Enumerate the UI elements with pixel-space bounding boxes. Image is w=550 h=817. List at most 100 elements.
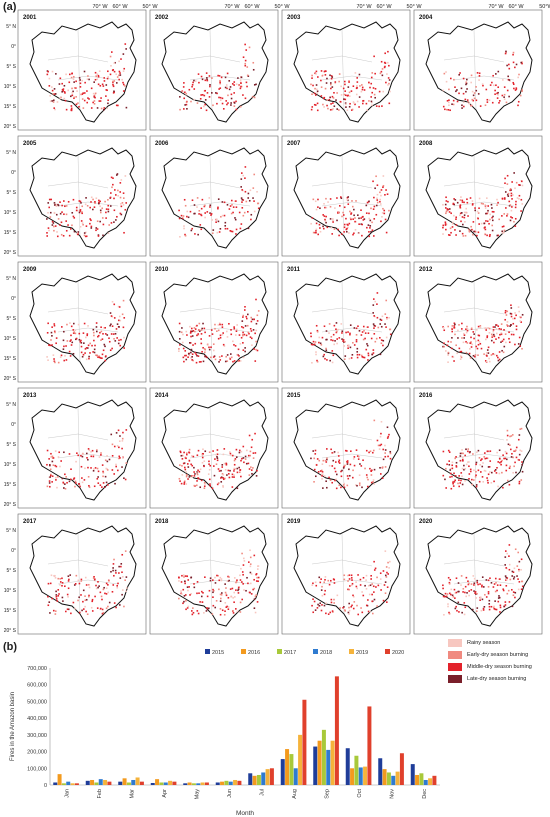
year-label: 2004 — [419, 15, 433, 21]
bar-2015-Dec — [410, 764, 415, 785]
latitude-label: 10° S — [4, 336, 17, 342]
longitude-label: 60° W — [376, 4, 392, 10]
legend-label: Late-dry season burning — [467, 676, 527, 682]
bar-2017-Jan — [61, 783, 66, 785]
latitude-label: 15° S — [4, 356, 17, 362]
bar-2015-Feb — [85, 780, 90, 785]
bar-2015-Jun — [215, 782, 220, 785]
latitude-label: 0° — [11, 296, 16, 302]
latitude-label: 5° N — [6, 402, 16, 408]
y-tick-label: 500,000 — [27, 699, 47, 705]
bar-2018-Jan — [66, 781, 71, 785]
legend-label: Rainy season — [467, 640, 501, 646]
fire-map-2019: 2019 — [281, 513, 411, 635]
legend-label: 2019 — [356, 650, 368, 656]
longitude-label: 60° W — [112, 4, 128, 10]
bar-2016-Jul — [252, 775, 257, 785]
fire-map-2006: 2006 — [149, 135, 279, 257]
bar-2015-Nov — [378, 758, 383, 785]
y-tick-label: 400,000 — [27, 716, 47, 722]
year-label: 2011 — [287, 267, 301, 273]
bar-2019-Jan — [70, 783, 75, 785]
latitude-label: 0° — [11, 548, 16, 554]
bar-2016-Aug — [285, 749, 290, 785]
legend-swatch — [241, 649, 246, 654]
x-tick-label: Aug — [292, 789, 298, 799]
bar-2016-Feb — [90, 779, 95, 785]
latitude-label: 10° S — [4, 462, 17, 468]
bar-chart: 0 100,000 200,000 300,000 400,000 500,000 600,… — [10, 649, 440, 817]
bar-2017-Jul — [256, 774, 261, 785]
bar-2015-Aug — [280, 759, 285, 785]
bar-2020-Mar — [139, 781, 144, 785]
latitude-label: 15° S — [4, 104, 17, 110]
fire-map-2009: 2009 5° N 0° 5° S 10° S 15° S 20° S — [4, 261, 147, 383]
year-label: 2016 — [419, 393, 433, 399]
fire-map-2010: 2010 — [149, 261, 279, 383]
latitude-label: 15° S — [4, 482, 17, 488]
legend-swatch — [448, 663, 462, 671]
year-label: 2014 — [155, 393, 169, 399]
x-tick-label: Mar — [129, 789, 135, 799]
y-tick-label: 100,000 — [27, 766, 47, 772]
fire-map-2018: 2018 — [149, 513, 279, 635]
legend-swatch — [448, 675, 462, 683]
latitude-label: 20° S — [4, 376, 17, 382]
bar-2017-Jun — [224, 780, 229, 785]
bar-2020-Feb — [107, 781, 112, 785]
latitude-label: 20° S — [4, 628, 17, 634]
year-label: 2017 — [23, 519, 37, 525]
longitude-label: 50° W — [406, 4, 422, 10]
bar-2018-Sep — [326, 749, 331, 785]
bar-2017-May — [191, 783, 196, 785]
bar-2016-Apr — [155, 779, 160, 785]
latitude-label: 5° N — [6, 150, 16, 156]
legend-label: 2016 — [248, 650, 260, 656]
y-tick-label: 0 — [44, 783, 47, 789]
bar-2015-Apr — [150, 782, 155, 785]
bar-2018-Oct — [358, 767, 363, 785]
legend-row-early: Early-dry season burning — [448, 650, 548, 660]
x-tick-label: Nov — [389, 789, 395, 799]
year-label: 2008 — [419, 141, 433, 147]
legend-label: Early-dry season burning — [467, 652, 529, 658]
bar-2018-Nov — [391, 775, 396, 785]
map-grid: 70° W 60° W 50° W 70° W 60° W 50° W 70° W 60° W… — [4, 4, 550, 635]
fire-map-2005: 2005 5° N 0° 5° S 10° S 15° S 20° S — [4, 135, 147, 257]
latitude-label: 5° S — [6, 316, 16, 322]
bar-2015-Mar — [118, 781, 123, 785]
fire-map-2014: 2014 — [149, 387, 279, 509]
year-label: 2009 — [23, 267, 37, 273]
bar-2017-Apr — [159, 782, 164, 785]
bar-2019-Nov — [395, 771, 400, 785]
longitude-label: 70° W — [224, 4, 240, 10]
longitude-label: 70° W — [92, 4, 108, 10]
x-tick-label: Jan — [64, 789, 70, 798]
bar-2018-Mar — [131, 779, 136, 785]
year-label: 2015 — [287, 393, 301, 399]
year-label: 2003 — [287, 15, 301, 21]
latitude-label: 15° S — [4, 230, 17, 236]
fire-map-2011: 2011 — [281, 261, 411, 383]
latitude-label: 10° S — [4, 210, 17, 216]
year-label: 2001 — [23, 15, 37, 21]
fire-map-2008: 2008 — [413, 135, 543, 257]
bar-2017-Aug — [289, 754, 294, 785]
bar-2020-Nov — [399, 753, 404, 785]
bar-2019-Dec — [428, 778, 433, 785]
legend-label: 2018 — [320, 650, 332, 656]
x-tick-label: Sep — [324, 789, 330, 799]
fire-map-2013: 2013 5° N 0° 5° S 10° S 15° S 20° S — [4, 387, 147, 509]
legend-row-middle: Middle-dry season burning — [448, 662, 548, 672]
bar-2015-Jul — [248, 773, 253, 785]
legend-label: 2020 — [392, 650, 404, 656]
y-tick-label: 600,000 — [27, 683, 47, 689]
bar-2018-Feb — [98, 779, 103, 785]
longitude-label: 70° W — [488, 4, 504, 10]
bar-2019-Oct — [363, 766, 368, 785]
latitude-label: 20° S — [4, 502, 17, 508]
bar-2016-Mar — [122, 778, 127, 785]
fire-map-2001: 2001 5° N 0° 5° S 10° S 15° S 20° S — [4, 9, 147, 131]
latitude-label: 5° N — [6, 24, 16, 30]
bar-2019-Aug — [298, 734, 303, 785]
